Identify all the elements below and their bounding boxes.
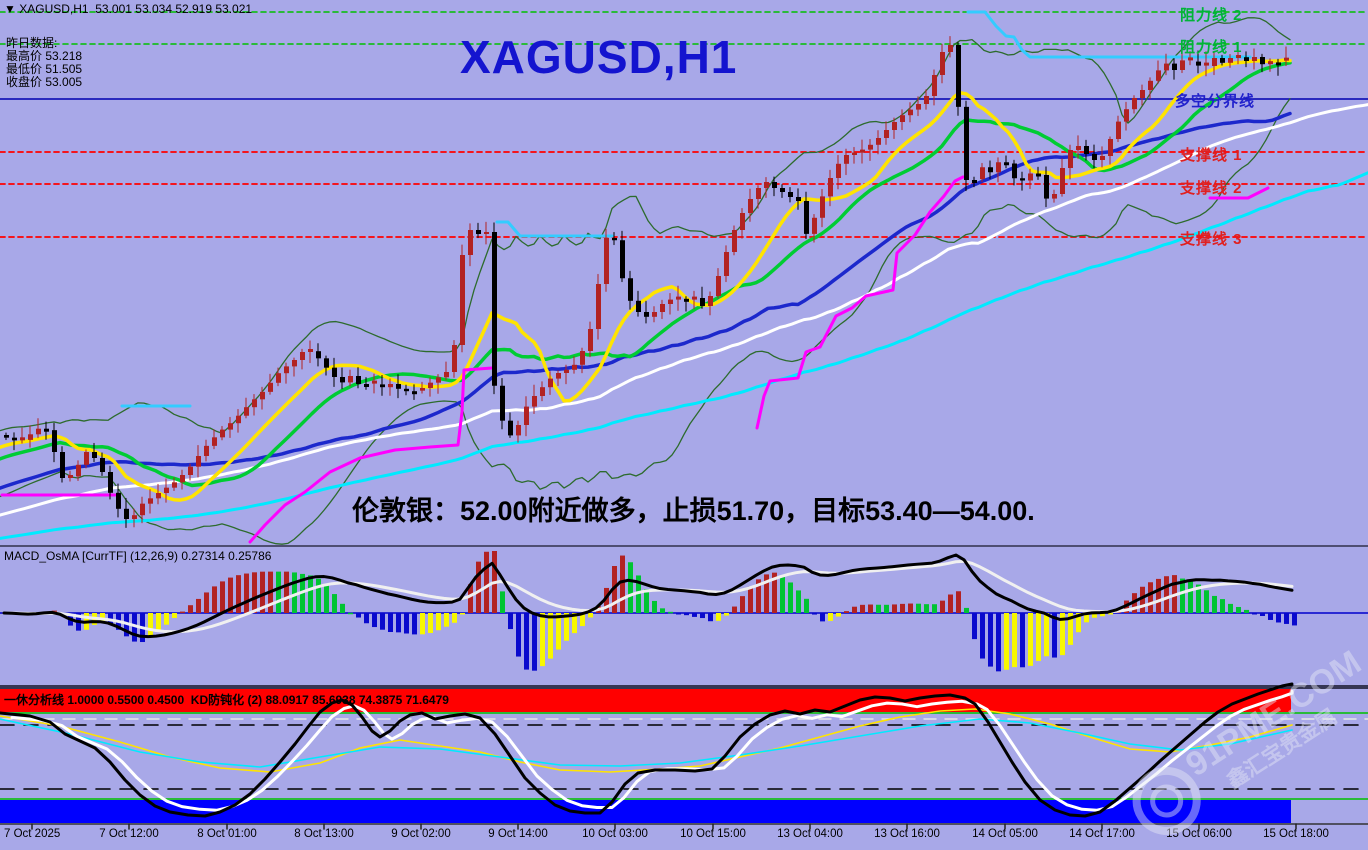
level-label: 阻力线 2 (1180, 7, 1243, 24)
yesterday-data-block: 昨日数据: 最高价 53.218 最低价 51.505 收盘价 53.005 (6, 37, 82, 89)
main-price-panel (0, 10, 1368, 545)
symbol-ohlc-text: XAGUSD,H1 53.001 53.034 52.919 53.021 (19, 2, 253, 16)
x-axis-label: 9 Oct 02:00 (391, 828, 451, 840)
level-label: 支撑线 3 (1180, 231, 1243, 248)
x-axis-label: 8 Oct 13:00 (294, 828, 354, 840)
trade-recommendation-note: 伦敦银：52.00附近做多，止损51.70，目标53.40—54.00. (352, 496, 1035, 526)
kd-panel (0, 682, 1368, 823)
x-axis-label: 10 Oct 15:00 (680, 828, 746, 840)
chart-title-watermark: XAGUSD,H1 (460, 31, 738, 83)
yesterday-low: 最低价 51.505 (6, 62, 83, 76)
level-label: 支撑线 1 (1180, 147, 1243, 164)
x-axis-label: 10 Oct 03:00 (582, 828, 648, 840)
yesterday-close: 收盘价 53.005 (6, 75, 83, 89)
x-axis-label: 13 Oct 04:00 (777, 828, 843, 840)
x-axis-label: 8 Oct 01:00 (197, 828, 257, 840)
x-axis-label: 7 Oct 12:00 (99, 828, 159, 840)
x-axis-label: 15 Oct 18:00 (1263, 828, 1329, 840)
level-label: 多空分界线 (1175, 93, 1256, 110)
kd-indicator-label: 一休分析线 1.0000 0.5500 0.4500 KD防钝化 (2) 88.… (4, 693, 449, 707)
x-axis-label: 15 Oct 06:00 (1166, 828, 1232, 840)
x-axis-label: 14 Oct 05:00 (972, 828, 1038, 840)
x-axis-label: 7 Oct 2025 (4, 828, 61, 840)
level-label: 支撑线 2 (1180, 180, 1243, 197)
symbol-dropdown-icon[interactable]: ▼ (4, 2, 16, 16)
level-label: 阻力线 1 (1180, 39, 1243, 56)
x-axis-label: 14 Oct 17:00 (1069, 828, 1135, 840)
x-axis-label: 13 Oct 16:00 (874, 828, 940, 840)
symbol-ohlc-line[interactable]: ▼ XAGUSD,H1 53.001 53.034 52.919 53.021 (4, 2, 252, 16)
macd-panel (0, 545, 1368, 689)
x-axis-label: 9 Oct 14:00 (488, 828, 548, 840)
yesterday-title: 昨日数据: (6, 36, 58, 50)
yesterday-high: 最高价 53.218 (6, 49, 83, 63)
macd-indicator-label: MACD_OsMA [CurrTF] (12,26,9) 0.27314 0.2… (4, 549, 272, 563)
